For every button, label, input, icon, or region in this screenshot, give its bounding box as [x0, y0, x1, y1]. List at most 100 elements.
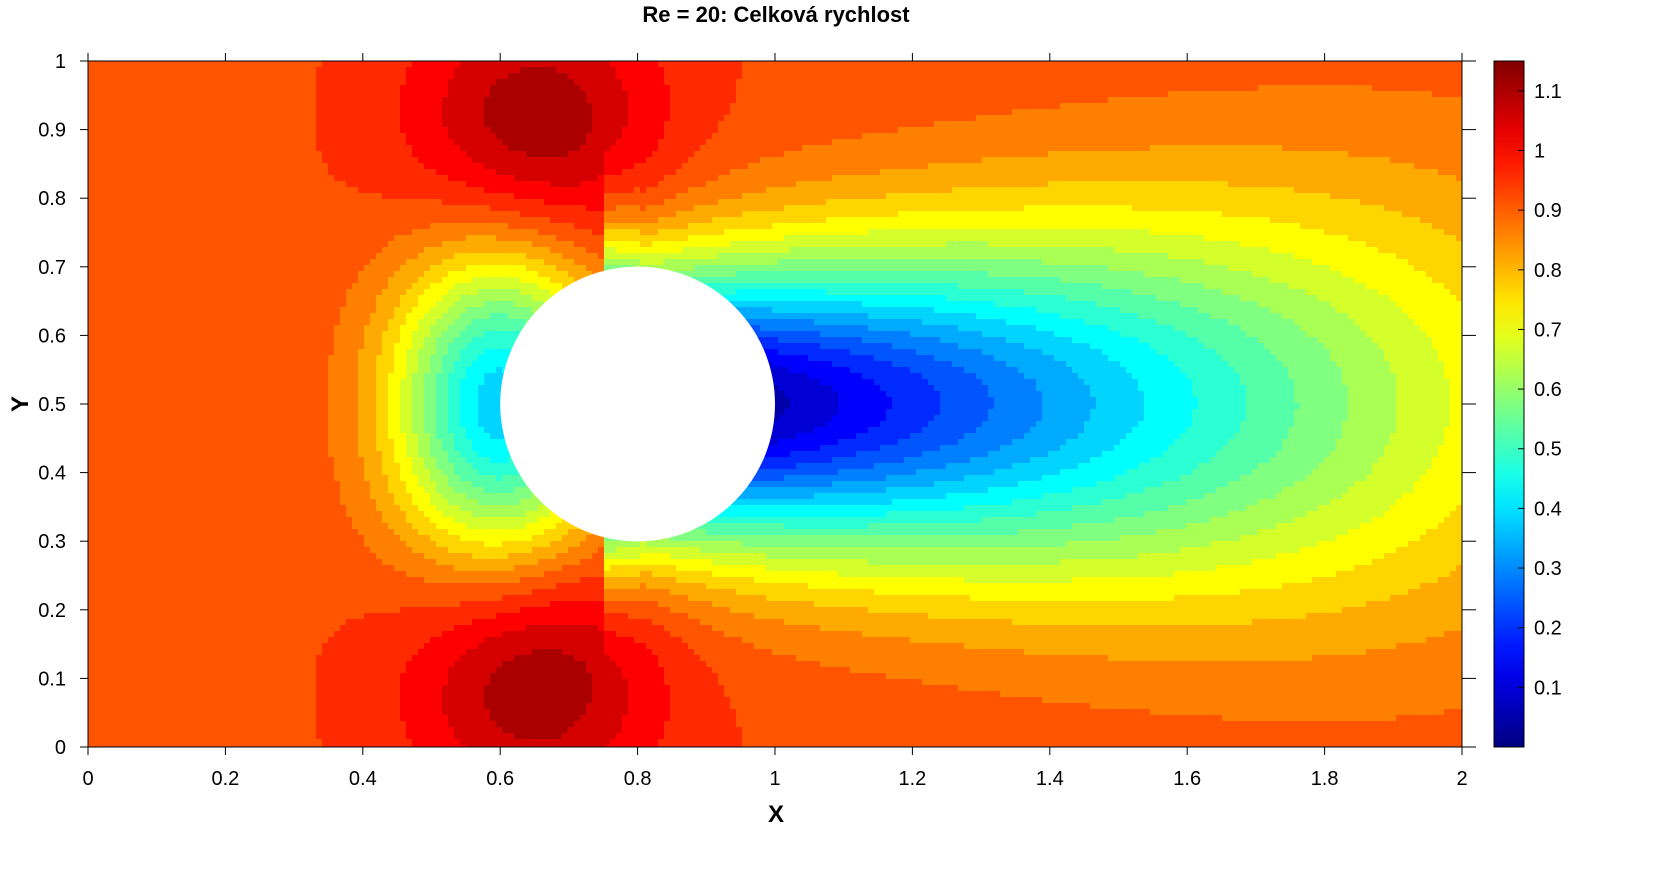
field-cell	[970, 97, 977, 104]
field-cell	[544, 187, 551, 194]
field-cell	[694, 115, 701, 122]
field-cell	[1252, 151, 1259, 158]
field-cell	[124, 109, 131, 116]
field-cell	[1426, 121, 1433, 128]
field-cell	[802, 79, 809, 86]
field-cell	[1006, 139, 1013, 146]
field-cell	[304, 157, 311, 164]
field-cell	[1132, 115, 1139, 122]
field-cell	[142, 61, 149, 68]
field-cell	[424, 133, 431, 140]
field-cell	[556, 187, 563, 194]
field-cell	[808, 109, 815, 116]
field-cell	[1060, 187, 1067, 194]
field-cell	[862, 115, 869, 122]
field-cell	[328, 163, 335, 170]
field-cell	[526, 145, 533, 152]
field-cell	[328, 109, 335, 116]
field-cell	[322, 187, 329, 194]
field-cell	[646, 187, 653, 194]
field-cell	[496, 85, 503, 92]
field-cell	[1024, 67, 1031, 74]
field-cell	[520, 115, 527, 122]
field-cell	[1012, 67, 1019, 74]
field-cell	[748, 97, 755, 104]
field-cell	[742, 103, 749, 110]
field-cell	[1234, 133, 1241, 140]
field-cell	[988, 103, 995, 110]
field-cell	[1234, 73, 1241, 80]
field-cell	[1204, 169, 1211, 176]
field-cell	[208, 91, 215, 98]
field-cell	[1060, 163, 1067, 170]
field-cell	[508, 151, 515, 158]
field-cell	[1348, 163, 1355, 170]
field-cell	[1252, 115, 1259, 122]
field-cell	[1126, 61, 1133, 68]
field-cell	[1054, 163, 1061, 170]
field-cell	[106, 139, 113, 146]
field-cell	[844, 121, 851, 128]
field-cell	[478, 163, 485, 170]
field-cell	[664, 67, 671, 74]
field-cell	[496, 139, 503, 146]
field-cell	[802, 187, 809, 194]
field-cell	[1084, 115, 1091, 122]
field-cell	[172, 187, 179, 194]
field-cell	[1366, 145, 1373, 152]
field-cell	[1336, 133, 1343, 140]
field-cell	[988, 175, 995, 182]
field-cell	[202, 121, 209, 128]
field-cell	[856, 91, 863, 98]
field-cell	[1132, 181, 1139, 188]
field-cell	[1342, 67, 1349, 74]
field-cell	[682, 151, 689, 158]
field-cell	[178, 121, 185, 128]
field-cell	[1216, 181, 1223, 188]
field-cell	[598, 181, 605, 188]
field-cell	[652, 163, 659, 170]
field-cell	[820, 73, 827, 80]
field-cell	[1324, 85, 1331, 92]
field-cell	[706, 103, 713, 110]
field-cell	[514, 181, 521, 188]
field-cell	[100, 103, 107, 110]
field-cell	[184, 109, 191, 116]
field-cell	[1210, 67, 1217, 74]
field-cell	[1006, 67, 1013, 74]
field-cell	[148, 187, 155, 194]
field-cell	[1066, 163, 1073, 170]
field-cell	[670, 115, 677, 122]
field-cell	[778, 133, 785, 140]
field-cell	[982, 91, 989, 98]
field-cell	[364, 121, 371, 128]
field-cell	[436, 115, 443, 122]
field-cell	[112, 115, 119, 122]
field-cell	[436, 151, 443, 158]
field-cell	[724, 145, 731, 152]
field-cell	[1354, 85, 1361, 92]
field-cell	[94, 157, 101, 164]
field-cell	[1006, 61, 1013, 68]
field-cell	[940, 79, 947, 86]
field-cell	[862, 103, 869, 110]
field-cell	[1198, 133, 1205, 140]
field-cell	[1426, 97, 1433, 104]
field-cell	[790, 67, 797, 74]
field-cell	[1378, 91, 1385, 98]
field-cell	[676, 115, 683, 122]
field-cell	[814, 145, 821, 152]
field-cell	[1186, 175, 1193, 182]
field-cell	[1132, 73, 1139, 80]
field-cell	[256, 163, 263, 170]
field-cell	[550, 73, 557, 80]
field-cell	[130, 157, 137, 164]
field-cell	[658, 163, 665, 170]
field-cell	[784, 121, 791, 128]
field-cell	[1204, 109, 1211, 116]
field-cell	[268, 115, 275, 122]
field-cell	[664, 187, 671, 194]
field-cell	[658, 103, 665, 110]
field-cell	[424, 175, 431, 182]
field-cell	[682, 163, 689, 170]
